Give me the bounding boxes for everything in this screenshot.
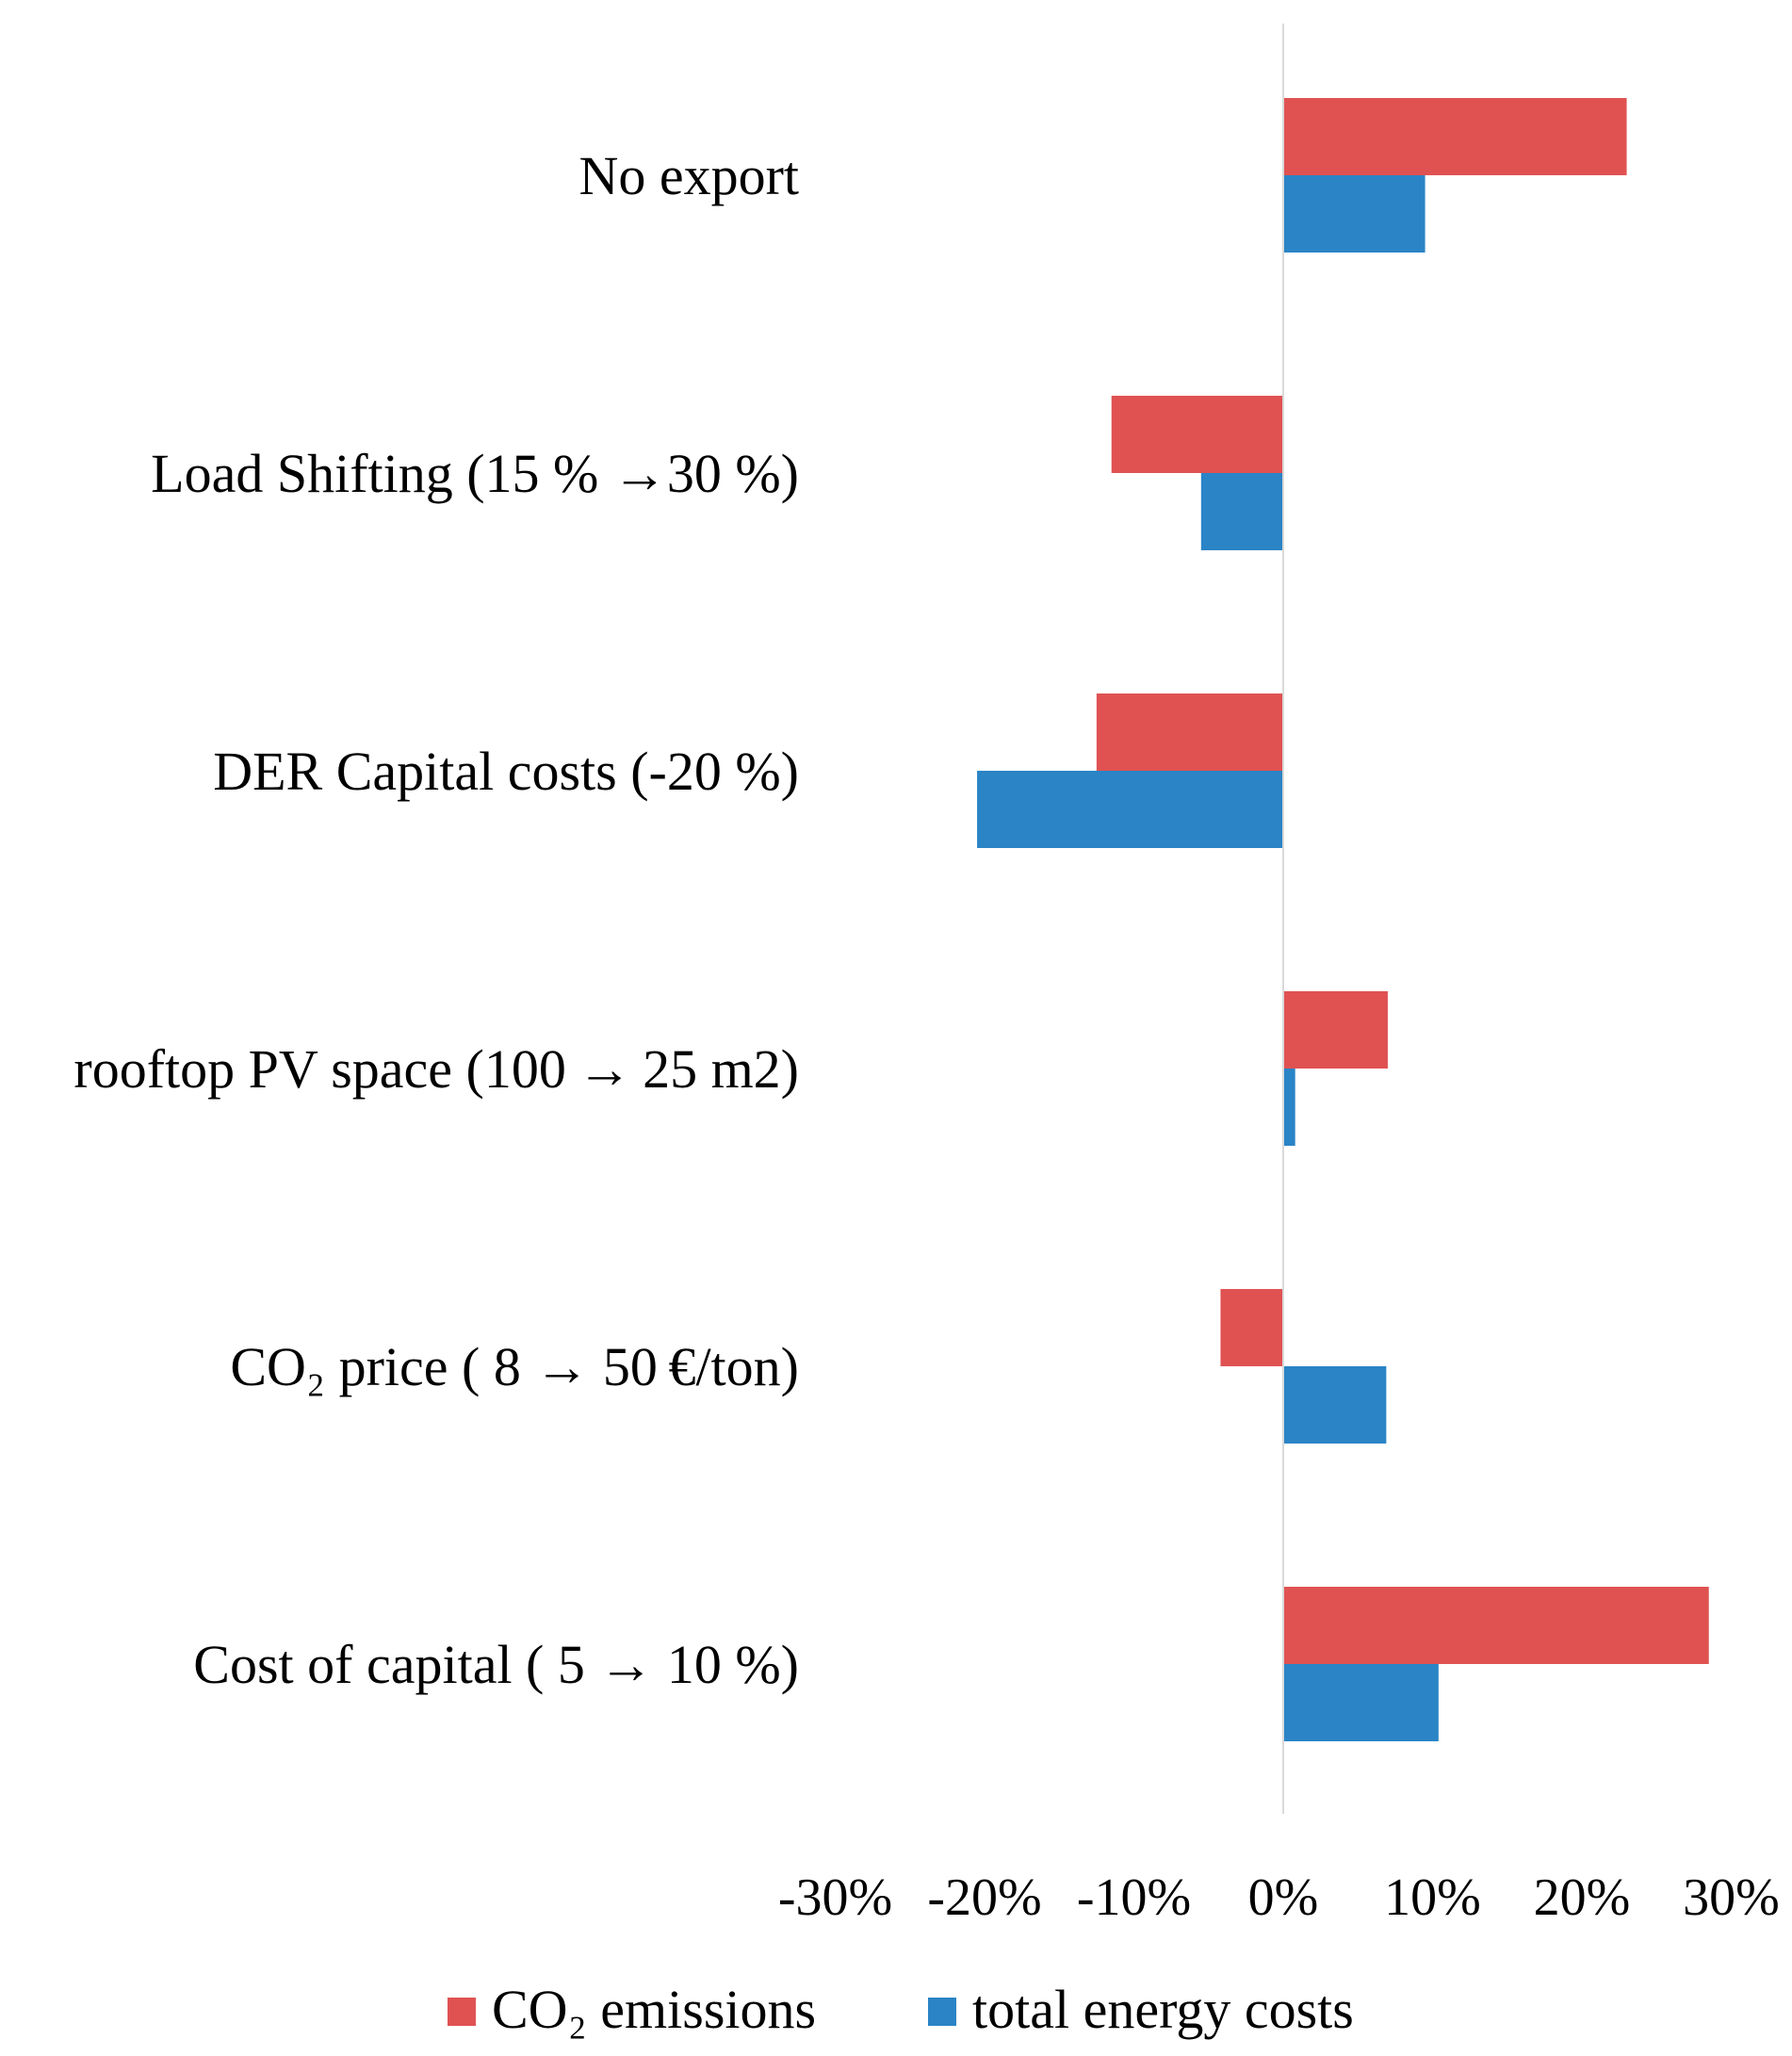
x-tick-label: -30% [778, 1868, 892, 1927]
category-label: No export [578, 145, 799, 206]
legend-item-total-energy-costs: total energy costs [928, 1979, 1354, 2040]
bar-co2-emissions [1111, 396, 1283, 473]
category-label: DER Capital costs (-20 %) [213, 741, 799, 802]
x-tick-label: -20% [927, 1868, 1041, 1927]
x-tick-label: 0% [1248, 1868, 1319, 1927]
legend-swatch [928, 1998, 956, 2026]
legend-swatch [448, 1998, 476, 2026]
bar-co2-emissions [1096, 693, 1283, 771]
x-tick-label: 20% [1534, 1868, 1631, 1927]
legend: CO₂ emissions total energy costs [448, 1979, 1354, 2040]
bar-co2-emissions [1283, 98, 1627, 175]
bar-total-energy-costs [1283, 1366, 1387, 1444]
bar-total-energy-costs [1283, 175, 1425, 253]
bar-co2-emissions [1220, 1289, 1283, 1366]
category-label: Cost of capital ( 5 → 10 %) [193, 1634, 799, 1695]
x-tick-labels: -30% -20% -10% 0% 10% 20% 30% [778, 1868, 1780, 1927]
bar-total-energy-costs [1283, 1069, 1295, 1146]
x-tick-label: -10% [1077, 1868, 1191, 1927]
legend-item-co2-emissions: CO₂ emissions [448, 1979, 816, 2040]
bar-co2-emissions [1283, 991, 1388, 1069]
bars [977, 98, 1709, 1741]
category-labels: No export Load Shifting (15 % →30 %) DER C… [73, 145, 799, 1695]
x-tick-label: 10% [1384, 1868, 1481, 1927]
bar-total-energy-costs [1200, 473, 1283, 550]
category-label: CO₂ price ( 8 → 50 €/ton) [230, 1336, 799, 1397]
bar-total-energy-costs [977, 771, 1283, 848]
x-tick-label: 30% [1683, 1868, 1780, 1927]
bar-co2-emissions [1283, 1587, 1709, 1664]
legend-label: CO₂ emissions [492, 1979, 816, 2040]
category-label: rooftop PV space (100 → 25 m2) [73, 1038, 799, 1100]
bar-total-energy-costs [1283, 1664, 1439, 1741]
legend-label: total energy costs [972, 1979, 1354, 2040]
category-label: Load Shifting (15 % →30 %) [151, 443, 799, 504]
